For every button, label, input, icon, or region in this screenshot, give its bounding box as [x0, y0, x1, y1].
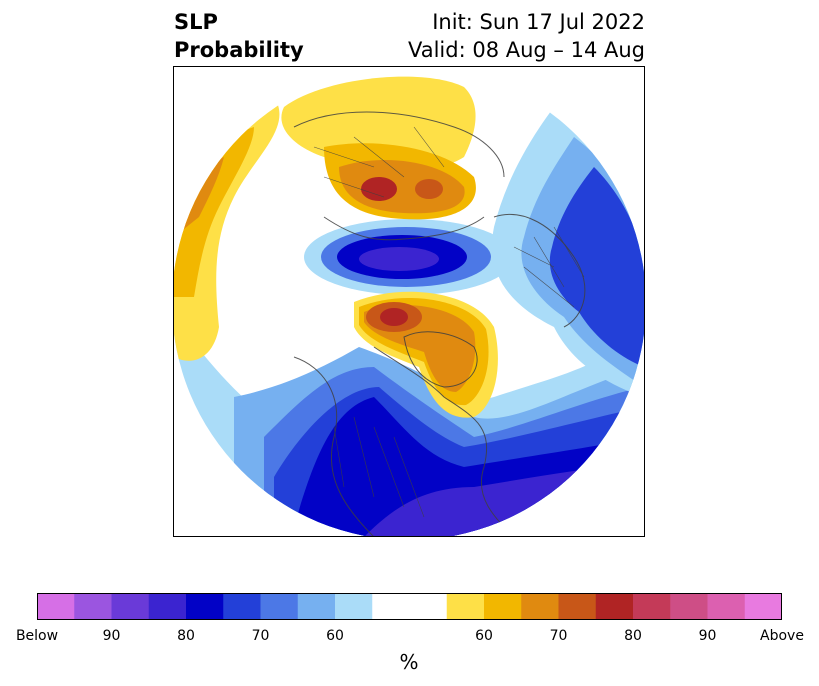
coast-asia-east	[293, 111, 505, 178]
colorbar-bin	[223, 593, 261, 620]
map-panel	[173, 66, 645, 537]
coastlines	[293, 111, 586, 536]
colorbar-bin	[595, 593, 634, 620]
coast-greenland	[403, 331, 478, 388]
title-variable-line2: Probability	[174, 38, 304, 62]
colorbar-tick-label: 90	[102, 628, 121, 644]
colorbar-tick-label: Below	[15, 628, 59, 644]
colorbar-bin	[335, 593, 373, 620]
colorbar-unit-label: %	[399, 650, 419, 674]
chart-title-variable: SLP Probability	[174, 8, 304, 64]
colorbar-tick-label: 90	[698, 628, 717, 644]
colorbar-bin	[372, 593, 410, 620]
borders-europe	[513, 226, 585, 308]
coast-arctic-siberia	[323, 216, 485, 241]
field-yellow-n-70	[339, 159, 465, 214]
colorbar-bin	[521, 593, 559, 620]
title-valid-range: Valid: 08 Aug – 14 Aug	[407, 38, 645, 62]
colorbar-bin	[633, 593, 671, 620]
colorbar-bin	[186, 593, 224, 620]
field-blue-n-85	[359, 247, 439, 271]
coast-north-america-east	[373, 346, 515, 536]
title-variable-line1: SLP	[174, 10, 218, 34]
colorbar-tick-label: 80	[177, 628, 195, 644]
colorbar-bin	[744, 593, 782, 620]
colorbar-bin	[558, 593, 597, 620]
colorbar-tick-label: 60	[475, 628, 493, 644]
colorbar-tick-label: 80	[624, 628, 642, 644]
probability-field	[174, 67, 644, 536]
colorbar-bin	[484, 593, 522, 620]
field-blue-ne-75	[549, 167, 644, 367]
chart-title-dates: Init: Sun 17 Jul 2022 Valid: 08 Aug – 14…	[408, 8, 645, 64]
colorbar-tick-label: 70	[251, 628, 270, 644]
field-red-c-80	[380, 308, 408, 326]
colorbar-outline	[37, 593, 782, 620]
borders-asia	[313, 126, 445, 198]
colorbar-bin	[670, 593, 708, 620]
colorbar-bin	[148, 593, 187, 620]
colorbar-tick-label: 60	[326, 628, 344, 644]
colorbar-bins	[37, 593, 782, 620]
title-init-date: Init: Sun 17 Jul 2022	[432, 10, 645, 34]
colorbar	[37, 593, 782, 620]
field-yellow-n-60	[281, 76, 476, 169]
colorbar-bin	[409, 593, 448, 620]
borders-north-america	[333, 416, 425, 518]
colorbar-bin	[260, 593, 299, 620]
colorbar-bin	[297, 593, 336, 620]
colorbar-bin	[707, 593, 746, 620]
colorbar-tick-label: 70	[549, 628, 568, 644]
colorbar-bin	[74, 593, 112, 620]
colorbar-tick-label: Above	[760, 628, 804, 644]
field-red-n-75	[415, 179, 443, 199]
field-red-n-80	[361, 177, 397, 201]
colorbar-bin	[37, 593, 75, 620]
polar-map	[174, 67, 644, 536]
colorbar-bin	[111, 593, 150, 620]
coast-europe	[493, 213, 586, 328]
coast-north-america-west	[293, 356, 375, 536]
colorbar-bin	[446, 593, 485, 620]
